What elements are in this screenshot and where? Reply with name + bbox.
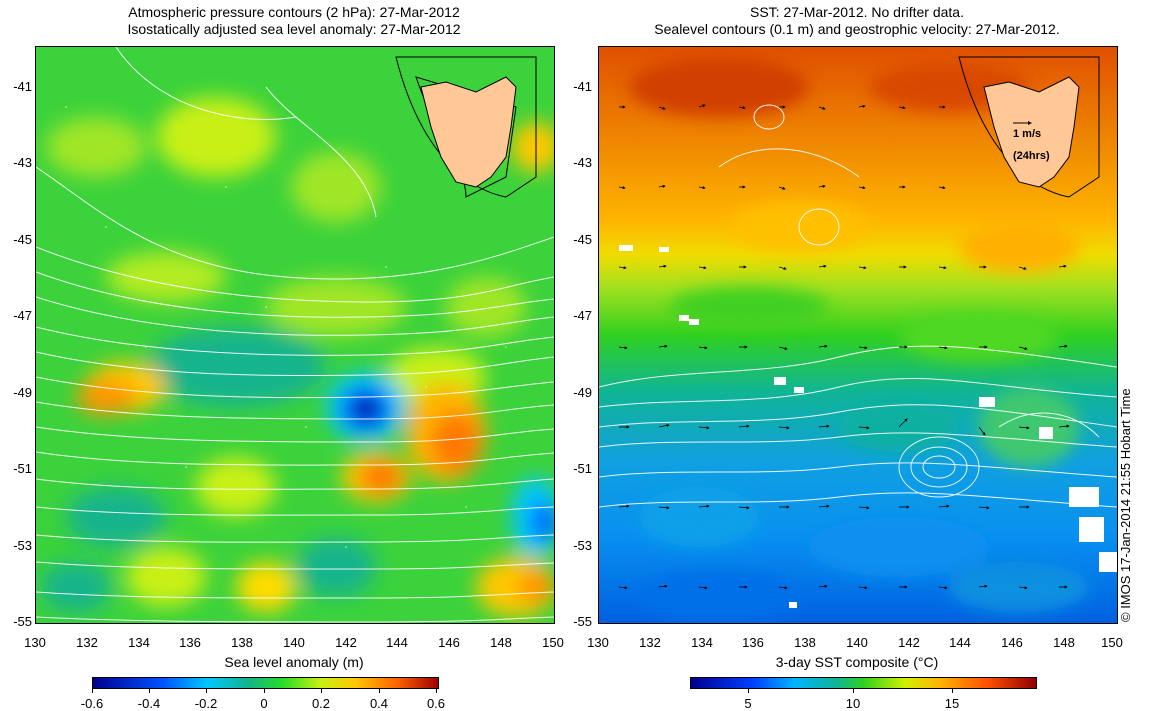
left-y-tick: -55 bbox=[13, 614, 32, 629]
right-x-tick: 136 bbox=[742, 635, 764, 650]
left-x-tick: 144 bbox=[386, 635, 408, 650]
left-y-tick: -49 bbox=[13, 385, 32, 400]
right-y-tick: -47 bbox=[573, 308, 592, 323]
vector-scale-label: 1 m/s bbox=[1013, 128, 1042, 140]
right-y-tick: -55 bbox=[573, 614, 592, 629]
sst-patches bbox=[629, 57, 1089, 622]
sst-colorbar bbox=[690, 677, 1037, 689]
left-y-tick: -47 bbox=[13, 308, 32, 323]
sla-colorbar bbox=[92, 677, 439, 689]
right-x-tick: 150 bbox=[1101, 635, 1123, 650]
right-y-tick: -43 bbox=[573, 155, 592, 170]
right-colorbar-label: 5 bbox=[744, 696, 752, 711]
cloud-mask bbox=[619, 245, 1117, 608]
significance-stipple bbox=[65, 106, 507, 548]
right-colorbar-title: 3-day SST composite (°C) bbox=[775, 654, 939, 670]
vector-scale-sublabel: (24hrs) bbox=[1013, 150, 1050, 162]
tasmania-landmass-sst bbox=[958, 56, 1100, 198]
sealevel-contours bbox=[599, 104, 1117, 508]
right-x-tick: 132 bbox=[639, 635, 661, 650]
left-y-tick: -45 bbox=[13, 232, 32, 247]
sst-map: 1 m/s (24hrs) bbox=[598, 46, 1118, 624]
left-x-tick: 130 bbox=[24, 635, 46, 650]
left-colorbar-label: 0.6 bbox=[426, 696, 446, 711]
left-y-tick: -53 bbox=[13, 538, 32, 553]
right-x-tick: 134 bbox=[691, 635, 713, 650]
right-x-tick: 146 bbox=[1001, 635, 1023, 650]
left-x-tick: 148 bbox=[490, 635, 512, 650]
right-y-tick: -53 bbox=[573, 538, 592, 553]
right-panel-title: SST: 27-Mar-2012. No drifter data. Seale… bbox=[598, 4, 1116, 38]
right-title-line2: Sealevel contours (0.1 m) and geostrophi… bbox=[654, 21, 1060, 37]
left-x-tick: 150 bbox=[542, 635, 564, 650]
left-x-tick: 138 bbox=[231, 635, 253, 650]
right-y-tick: -45 bbox=[573, 232, 592, 247]
right-x-tick: 148 bbox=[1053, 635, 1075, 650]
left-colorbar-label: -0.2 bbox=[194, 696, 218, 711]
right-x-tick: 130 bbox=[587, 635, 609, 650]
left-x-tick: 146 bbox=[438, 635, 460, 650]
left-x-tick: 134 bbox=[128, 635, 150, 650]
left-colorbar-label: 0.2 bbox=[311, 696, 331, 711]
sla-blobs bbox=[41, 97, 554, 617]
left-x-tick: 136 bbox=[179, 635, 201, 650]
right-y-tick: -51 bbox=[573, 461, 592, 476]
pressure-contours bbox=[36, 47, 554, 623]
right-x-tick: 144 bbox=[949, 635, 971, 650]
geostrophic-vectors bbox=[618, 104, 1070, 590]
right-x-tick: 138 bbox=[794, 635, 816, 650]
left-colorbar-label: 0.4 bbox=[369, 696, 389, 711]
left-x-tick: 142 bbox=[335, 635, 357, 650]
right-colorbar-label: 10 bbox=[845, 696, 861, 711]
left-x-tick: 132 bbox=[76, 635, 98, 650]
left-panel-title: Atmospheric pressure contours (2 hPa): 2… bbox=[35, 4, 553, 38]
left-y-tick: -41 bbox=[13, 79, 32, 94]
left-colorbar-title: Sea level anomaly (m) bbox=[224, 654, 364, 670]
left-colorbar-label: 0 bbox=[260, 696, 268, 711]
left-x-tick: 140 bbox=[283, 635, 305, 650]
right-title-line1: SST: 27-Mar-2012. No drifter data. bbox=[750, 4, 964, 20]
right-x-tick: 140 bbox=[846, 635, 868, 650]
tasmania-landmass bbox=[395, 56, 537, 198]
left-colorbar-label: -0.4 bbox=[137, 696, 161, 711]
left-y-tick: -51 bbox=[13, 461, 32, 476]
right-colorbar-label: 15 bbox=[944, 696, 960, 711]
right-y-tick: -49 bbox=[573, 385, 592, 400]
sea-level-anomaly-map bbox=[35, 46, 555, 624]
left-title-line1: Atmospheric pressure contours (2 hPa): 2… bbox=[128, 4, 460, 20]
left-title-line2: Isostatically adjusted sea level anomaly… bbox=[127, 21, 461, 37]
right-x-tick: 142 bbox=[898, 635, 920, 650]
imos-credit: © IMOS 17-Jan-2014 21:55 Hobart Time bbox=[1118, 388, 1133, 622]
left-colorbar-label: -0.6 bbox=[80, 696, 104, 711]
left-y-tick: -43 bbox=[13, 155, 32, 170]
right-y-tick: -41 bbox=[573, 79, 592, 94]
